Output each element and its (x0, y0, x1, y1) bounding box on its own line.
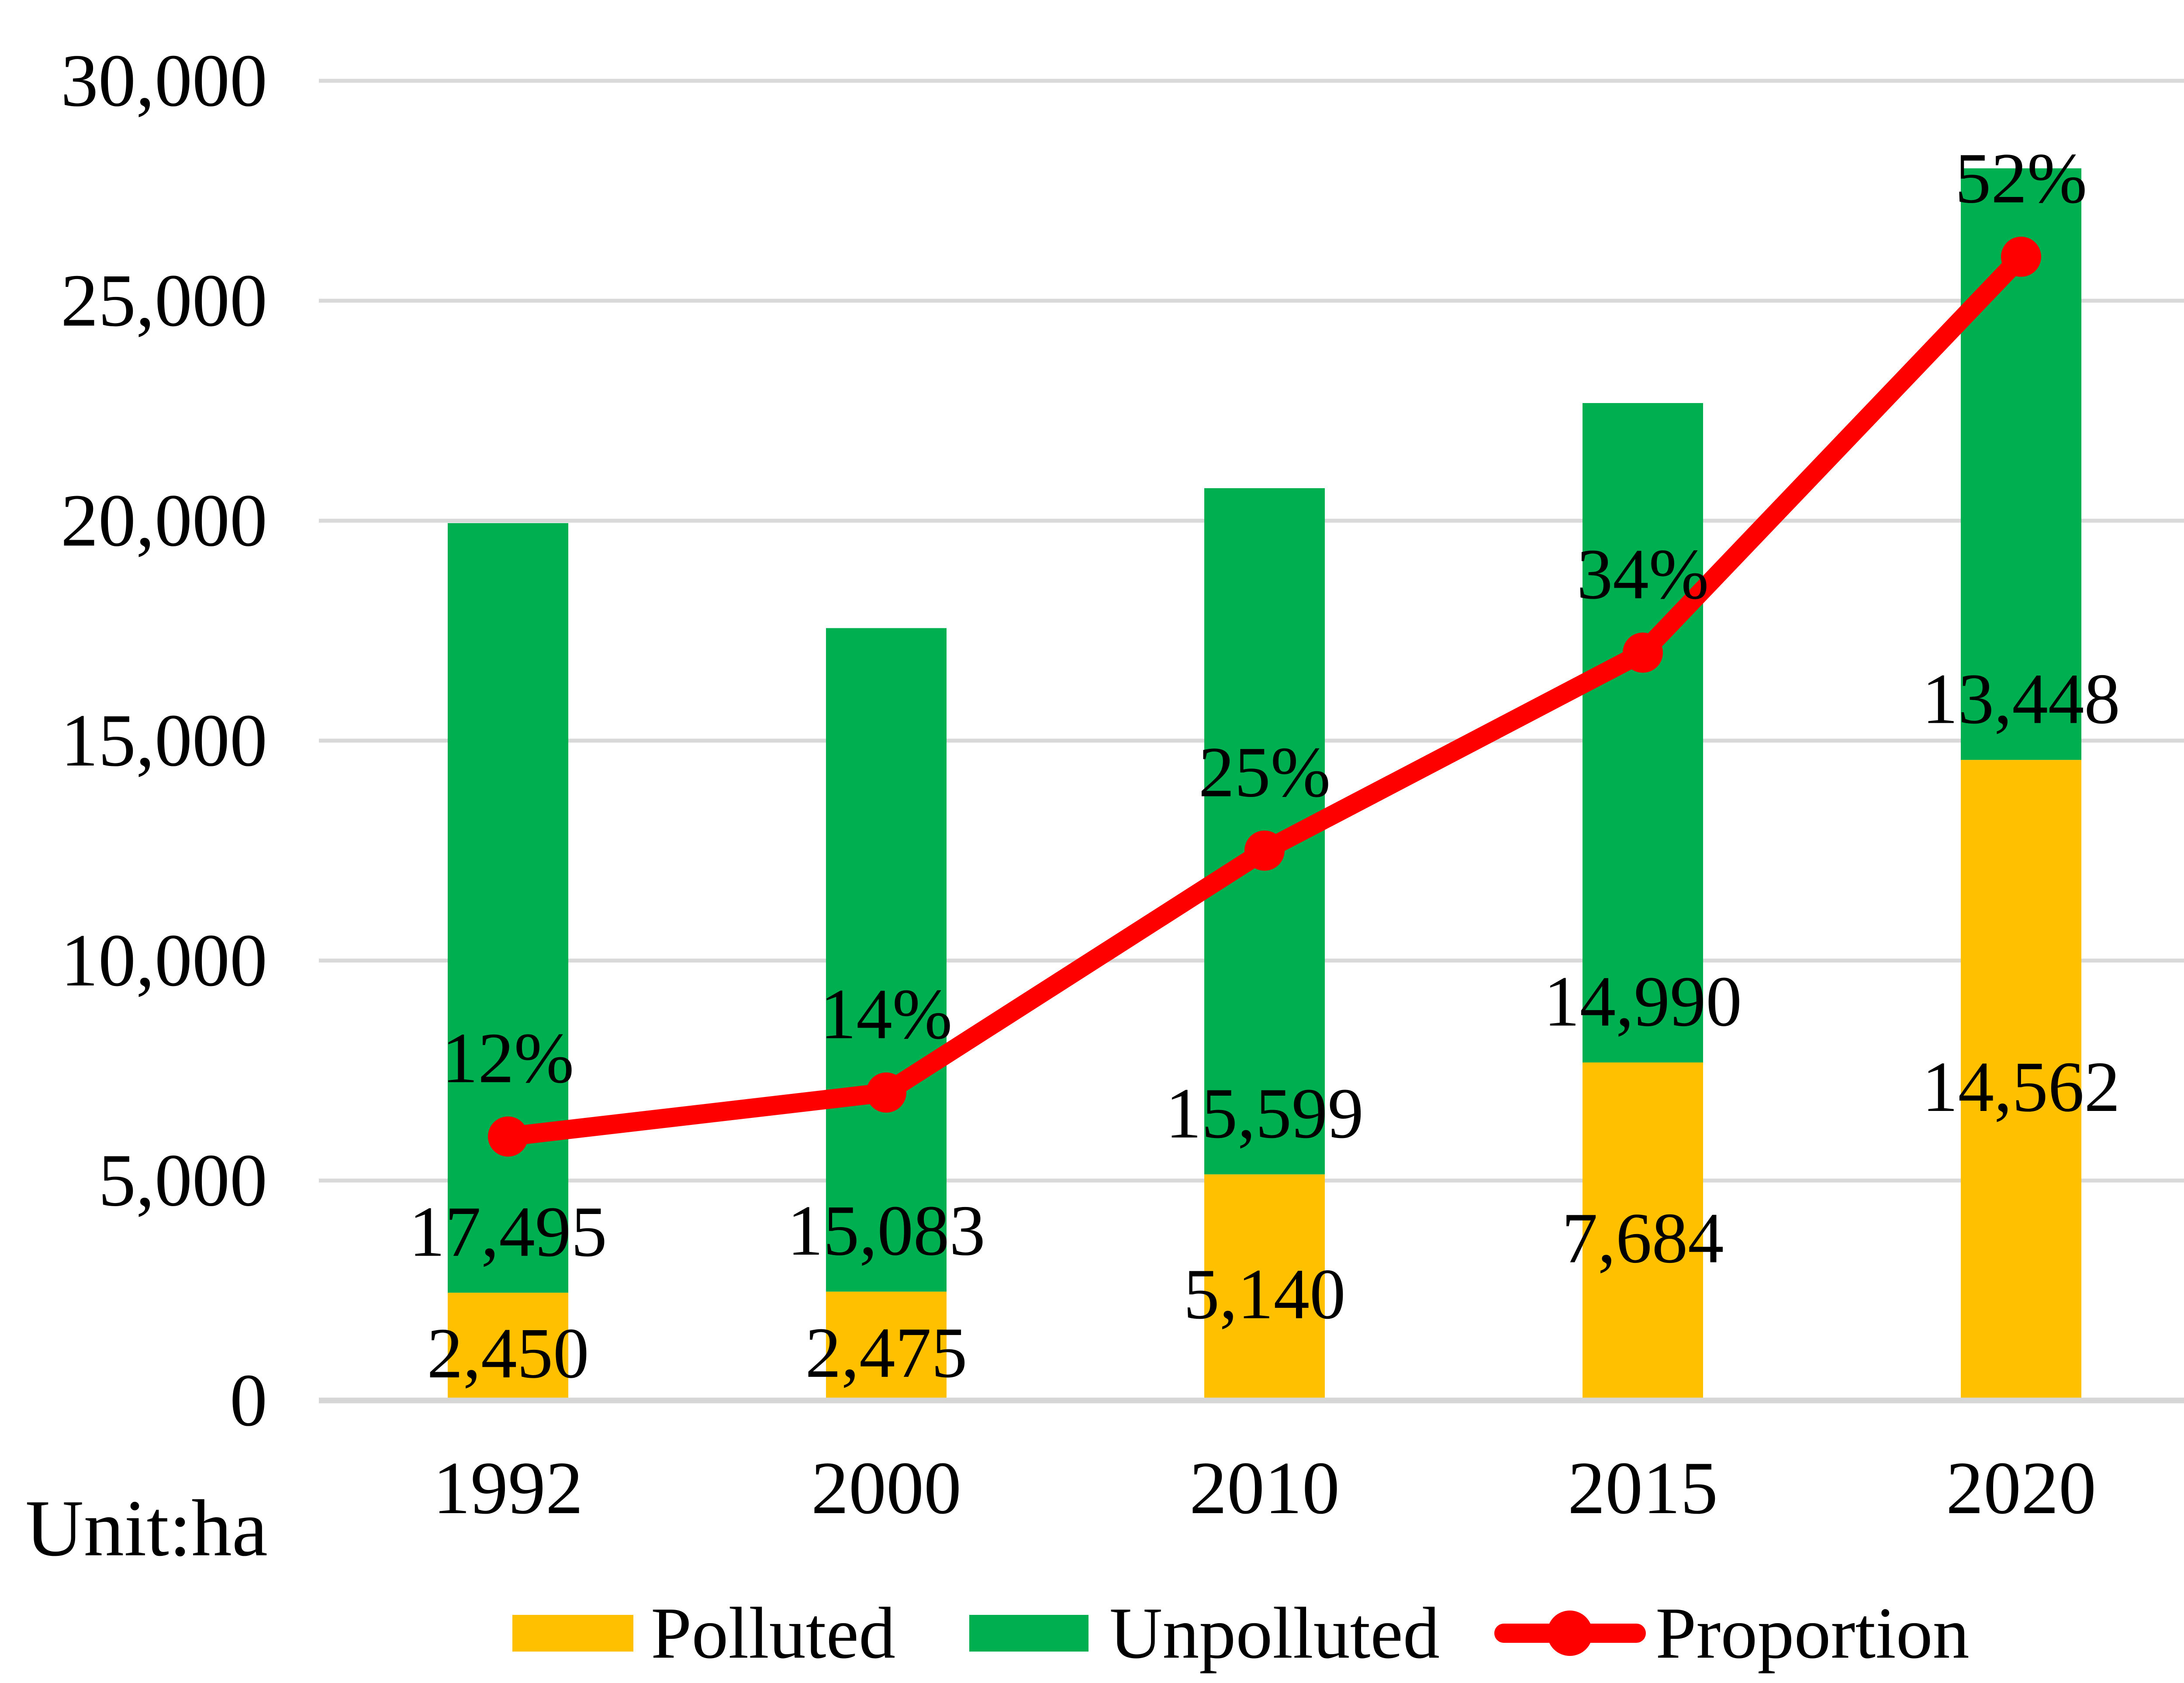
data-labels: 2,450 17,495 12% 2,475 15,083 14% 5,140 15,599 2… (409, 138, 2120, 1393)
left-axis-tick-label: 0 (230, 1359, 267, 1442)
bar-polluted-1992 (448, 1293, 568, 1400)
label-proportion-2015: 34% (1577, 534, 1709, 614)
proportion-point-2015 (1623, 632, 1663, 673)
bar-polluted-2015 (1583, 1062, 1703, 1400)
label-polluted-2015: 7,684 (1562, 1198, 1724, 1278)
label-unpolluted-2015: 14,990 (1544, 961, 1742, 1041)
legend-swatch-polluted (512, 1615, 633, 1652)
bar-unpolluted-2000 (826, 628, 947, 1292)
x-axis-label-2010: 2010 (1189, 1447, 1340, 1530)
proportion-point-2020 (2001, 236, 2041, 277)
x-axis-label-2000: 2000 (811, 1447, 961, 1530)
label-polluted-2000: 2,475 (805, 1313, 967, 1393)
legend-label-unpolluted: Unpolluted (1109, 1593, 1440, 1674)
x-axis-label-1992: 1992 (433, 1447, 583, 1530)
left-axis-tick-label: 10,000 (61, 919, 267, 1002)
left-axis-tick-label: 5,000 (98, 1139, 267, 1222)
legend: Polluted Unpolluted Proportion (512, 1593, 1970, 1674)
bar-unpolluted-1992 (448, 523, 568, 1293)
left-axis-tick-label: 30,000 (61, 39, 267, 122)
label-proportion-1992: 12% (442, 1018, 574, 1098)
proportion-point-1992 (488, 1116, 528, 1157)
proportion-point-2000 (866, 1072, 906, 1113)
label-proportion-2000: 14% (820, 974, 952, 1054)
bar-polluted-2010 (1204, 1174, 1325, 1400)
x-axis-label-2015: 2015 (1568, 1447, 1718, 1530)
x-axis-label-2020: 2020 (1946, 1447, 2096, 1530)
legend-label-polluted: Polluted (651, 1593, 895, 1674)
label-unpolluted-2020: 13,448 (1922, 659, 2120, 739)
left-axis-tick-label: 25,000 (61, 259, 267, 342)
legend-marker-proportion-dot (1547, 1611, 1593, 1656)
left-axis-tick-label: 15,000 (61, 699, 267, 782)
x-axis-category-labels: 1992 2000 2010 2015 2020 (433, 1447, 2096, 1530)
label-polluted-2020: 14,562 (1922, 1047, 2120, 1127)
label-proportion-2010: 25% (1199, 732, 1330, 812)
label-proportion-2020: 52% (1955, 138, 2087, 218)
left-axis-tick-label: 20,000 (61, 479, 267, 562)
proportion-line-series (488, 236, 2041, 1157)
legend-label-proportion: Proportion (1655, 1593, 1970, 1674)
label-polluted-1992: 2,450 (427, 1313, 589, 1393)
bar-polluted-2000 (826, 1291, 947, 1400)
left-axis-tick-labels: 30,000 25,000 20,000 15,000 10,000 5,000 0 (61, 39, 267, 1442)
bar-series (448, 168, 2081, 1400)
proportion-point-2010 (1244, 830, 1285, 871)
label-unpolluted-1992: 17,495 (409, 1192, 607, 1272)
label-unpolluted-2010: 15,599 (1165, 1073, 1364, 1153)
label-unpolluted-2000: 15,083 (787, 1190, 985, 1270)
bar-polluted-2020 (1961, 760, 2081, 1400)
legend-swatch-unpolluted (969, 1615, 1089, 1652)
unit-label: Unit:ha (25, 1484, 268, 1573)
bar-unpolluted-2015 (1583, 403, 1703, 1062)
label-polluted-2010: 5,140 (1183, 1254, 1345, 1334)
